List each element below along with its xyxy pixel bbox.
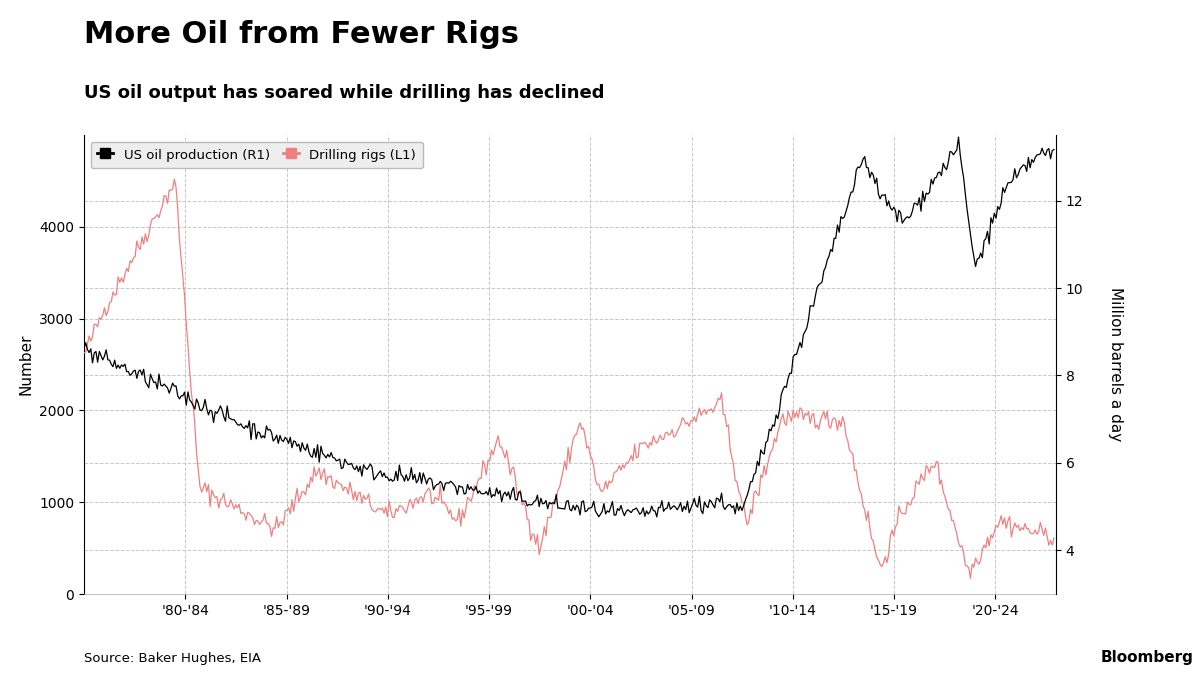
Legend: US oil production (R1), Drilling rigs (L1): US oil production (R1), Drilling rigs (L… <box>90 142 422 168</box>
Text: Bloomberg: Bloomberg <box>1102 650 1194 665</box>
Text: Source: Baker Hughes, EIA: Source: Baker Hughes, EIA <box>84 652 262 665</box>
Y-axis label: Number: Number <box>18 333 34 396</box>
Text: US oil output has soared while drilling has declined: US oil output has soared while drilling … <box>84 84 605 103</box>
Text: More Oil from Fewer Rigs: More Oil from Fewer Rigs <box>84 20 520 49</box>
Y-axis label: Million barrels a day: Million barrels a day <box>1109 288 1123 441</box>
